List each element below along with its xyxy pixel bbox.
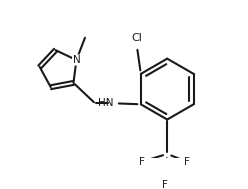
- Text: F: F: [139, 157, 145, 167]
- Text: F: F: [162, 180, 168, 189]
- Text: N: N: [73, 55, 80, 65]
- Text: Cl: Cl: [131, 33, 142, 43]
- Text: F: F: [184, 157, 190, 167]
- Text: HN: HN: [98, 98, 114, 108]
